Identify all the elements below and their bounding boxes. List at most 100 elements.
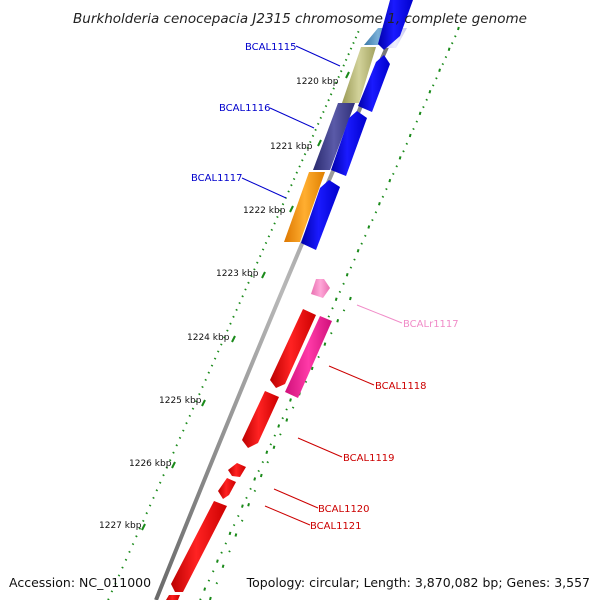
track-dot	[354, 36, 358, 39]
track-dot	[264, 241, 268, 245]
track-dot	[431, 84, 435, 87]
gene-arrow-reverse[interactable]	[166, 595, 180, 600]
track-dot	[357, 30, 360, 34]
track-dot	[364, 234, 367, 237]
track-dot	[324, 104, 328, 108]
track-dot	[454, 35, 457, 38]
track-dot	[266, 461, 269, 464]
track-dot	[306, 146, 309, 150]
track-dot	[298, 165, 301, 168]
gene-arrow-forward[interactable]	[331, 111, 367, 176]
gene-arrow-forward[interactable]	[301, 180, 340, 250]
gene-arrow-reverse[interactable]	[285, 316, 332, 398]
gene-label-bcal1118[interactable]: BCAL1118	[375, 381, 427, 392]
cog-block-olive[interactable]	[342, 47, 376, 103]
leader-line	[297, 437, 343, 458]
gene-arrow-forward[interactable]	[358, 55, 390, 112]
track-dot	[244, 288, 247, 291]
gene-label-bcal1115[interactable]: BCAL1115	[245, 42, 297, 53]
track-dot	[278, 209, 282, 212]
track-dot	[207, 371, 211, 374]
track-dot	[198, 393, 201, 396]
track-dot	[281, 417, 284, 420]
track-dot	[428, 89, 432, 94]
track-dot	[221, 564, 225, 569]
track-dot	[322, 110, 325, 114]
kbp-label: 1227 kbp	[99, 521, 142, 531]
dot-track-inner-left	[209, 296, 352, 600]
gene-arrow-reverse[interactable]	[171, 501, 227, 592]
cog-block-navy[interactable]	[313, 103, 355, 170]
track-dot	[425, 98, 428, 101]
track-dot	[402, 150, 405, 153]
gene-label-bcal1116[interactable]: BCAL1116	[219, 103, 271, 114]
track-dot	[226, 329, 229, 332]
track-dot	[281, 203, 285, 206]
tick-mark	[171, 461, 176, 469]
kbp-label: 1220 kbp	[296, 77, 339, 87]
kbp-label: 1221 kbp	[270, 142, 313, 152]
dot-track-outer	[107, 30, 360, 600]
track-dot	[331, 307, 334, 310]
track-dot	[277, 424, 281, 428]
track-dot	[191, 407, 195, 410]
track-dot	[367, 225, 371, 229]
track-dot	[360, 242, 363, 245]
track-dot	[392, 172, 395, 176]
track-dot	[301, 159, 304, 162]
gene-arrow-reverse[interactable]	[218, 478, 236, 499]
dot-track-inner-right	[199, 26, 460, 600]
cog-block-orange[interactable]	[284, 172, 325, 242]
track-dot	[216, 559, 219, 563]
track-dot	[356, 248, 360, 253]
gene-label-bcalr1117[interactable]: BCALr1117	[403, 319, 459, 330]
track-dot	[110, 590, 114, 593]
track-dot	[435, 77, 438, 80]
kbp-ticks	[141, 71, 350, 531]
track-dot	[352, 41, 355, 45]
track-dot	[385, 187, 388, 191]
track-dot	[232, 315, 235, 318]
track-dot	[349, 47, 353, 50]
gene-arrow-reverse[interactable]	[270, 309, 316, 388]
gene-arrow-forward[interactable]	[378, 0, 413, 50]
gene-label-bcal1120[interactable]: BCAL1120	[318, 504, 370, 515]
rna-gene-arrow[interactable]	[311, 279, 330, 298]
kbp-label: 1223 kbp	[216, 269, 259, 279]
track-dot	[304, 380, 308, 383]
gene-label-bcal1119[interactable]: BCAL1119	[343, 453, 395, 464]
track-dot	[441, 62, 445, 66]
track-dot	[422, 105, 425, 109]
leader-line	[328, 365, 375, 386]
tick-mark	[261, 271, 266, 279]
track-dot	[353, 258, 356, 261]
track-dot	[438, 68, 441, 73]
track-dot	[182, 429, 185, 432]
track-dot	[215, 582, 219, 585]
kbp-label: 1224 kbp	[187, 333, 230, 343]
track-dot	[279, 433, 282, 436]
gene-arrow-reverse[interactable]	[242, 391, 279, 448]
gene-label-bcal1117[interactable]: BCAL1117	[191, 173, 243, 184]
gene-label-bcal1121[interactable]: BCAL1121	[310, 521, 362, 532]
leader-line	[264, 505, 311, 526]
track-dot	[114, 582, 117, 585]
track-dot	[245, 496, 248, 500]
track-dot	[457, 26, 460, 31]
track-dot	[339, 70, 343, 73]
track-dot	[273, 222, 276, 225]
track-dot	[289, 398, 292, 402]
track-dot	[256, 261, 259, 264]
track-dot	[381, 195, 385, 198]
track-dot	[261, 248, 265, 251]
accession-text: Accession: NC_011000	[9, 575, 151, 590]
track-dot	[148, 504, 152, 507]
gene-arrow-reverse[interactable]	[228, 463, 246, 477]
track-dot	[247, 503, 250, 507]
leader-line	[273, 488, 319, 509]
track-dot	[273, 434, 277, 437]
track-dot	[349, 296, 352, 301]
track-dot	[211, 570, 215, 573]
track-dot	[204, 378, 207, 382]
